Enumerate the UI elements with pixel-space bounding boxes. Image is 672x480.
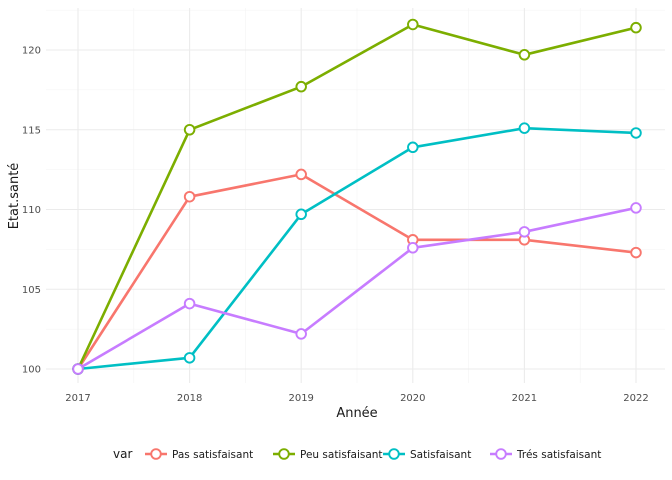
series-line [76, 173, 638, 371]
data-point [295, 168, 307, 181]
data-point [518, 122, 531, 134]
y-tick-label: 115 [22, 125, 41, 136]
data-point [295, 80, 307, 93]
series-points [72, 18, 642, 375]
legend-key-point [150, 448, 162, 460]
x-tick-label: 2018 [177, 393, 202, 404]
data-point [183, 123, 196, 136]
series-line [76, 126, 638, 371]
series-line [76, 206, 638, 371]
data-point [407, 141, 419, 154]
legend-key-point [495, 448, 507, 460]
legend-key-point [278, 448, 290, 460]
y-tick-label: 120 [22, 46, 41, 57]
y-axis-title: Etat.santé [7, 163, 22, 230]
legend-item: Peu satisfaisant [273, 448, 383, 461]
data-point [630, 21, 642, 34]
series-lines [76, 23, 638, 371]
data-point [295, 328, 307, 340]
data-point [183, 190, 196, 203]
data-point [630, 202, 642, 214]
x-axis-ticks: 2017 2018 2019 2020 2021 2022 [65, 393, 648, 404]
legend-label: Satisfaisant [410, 449, 471, 461]
legend-label: Pas satisfaisant [172, 449, 253, 461]
data-point [183, 297, 196, 310]
series-line [76, 23, 638, 371]
data-point [407, 18, 419, 31]
legend-item: Pas satisfaisant [145, 448, 253, 461]
data-point [183, 352, 196, 364]
legend-item: Trés satisfaisant [490, 448, 601, 461]
grid [46, 8, 665, 383]
legend-title: var [113, 447, 132, 461]
x-tick-label: 2020 [400, 393, 425, 404]
x-tick-label: 2021 [512, 393, 537, 404]
data-point [518, 226, 531, 238]
data-point [518, 49, 531, 61]
data-point [72, 363, 84, 375]
data-point [630, 246, 642, 259]
y-tick-label: 110 [22, 205, 41, 216]
y-tick-label: 105 [22, 285, 41, 296]
x-tick-label: 2022 [623, 393, 648, 404]
x-axis-title: Année [336, 406, 377, 421]
x-tick-label: 2017 [65, 393, 90, 404]
data-point [630, 127, 642, 139]
legend-label: Peu satisfaisant [300, 449, 383, 461]
legend-label: Trés satisfaisant [516, 449, 601, 461]
legend-item: Satisfaisant [383, 448, 471, 461]
y-tick-label: 100 [22, 365, 41, 376]
y-axis-ticks: 100 105 110 115 120 [22, 46, 41, 376]
x-tick-label: 2019 [288, 393, 313, 404]
legend-key-point [388, 448, 400, 460]
data-point [295, 208, 307, 221]
legend: var Pas satisfaisant Peu satisfaisant Sati… [113, 447, 601, 461]
data-point [407, 242, 419, 254]
